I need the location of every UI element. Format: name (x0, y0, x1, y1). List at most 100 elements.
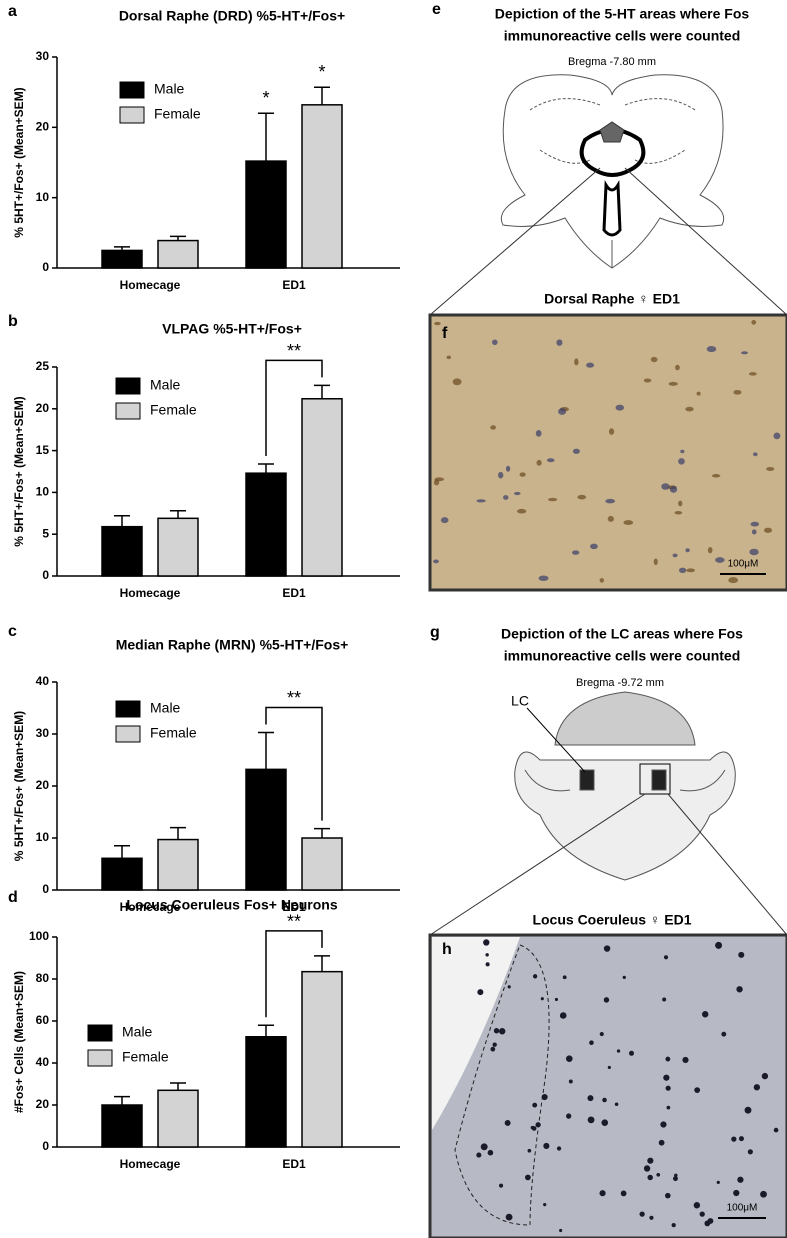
panel-label: c (8, 623, 17, 640)
cells (476, 939, 779, 1233)
cell (536, 459, 542, 466)
cell (761, 1072, 769, 1080)
significance: ** (287, 341, 301, 361)
cell (678, 500, 683, 507)
y-tick-label: 0 (42, 260, 49, 274)
lc-outline (454, 944, 550, 1226)
y-tick-label: 30 (36, 49, 50, 63)
legend-label: Female (150, 402, 197, 418)
cell (628, 1050, 634, 1056)
cell (490, 1046, 496, 1052)
cell (711, 474, 721, 478)
cell (673, 1176, 678, 1182)
cell (446, 355, 452, 360)
error-bar (314, 86, 330, 105)
significance-bracket (265, 359, 323, 456)
bar (101, 249, 143, 269)
chart-title: Dorsal Raphe (DRD) %5-HT+/Fos+ (119, 8, 345, 24)
cell (607, 515, 614, 522)
cell (686, 568, 695, 573)
cell (693, 1202, 701, 1209)
cell (620, 1190, 627, 1197)
cell (738, 951, 745, 958)
error-bar (314, 955, 330, 972)
error-bar (114, 1095, 130, 1105)
cell (738, 1136, 744, 1142)
cell (678, 458, 685, 465)
cell (643, 1165, 651, 1172)
cell (674, 1173, 678, 1178)
cell (736, 986, 743, 993)
cells (433, 320, 781, 584)
cell (731, 1136, 737, 1142)
cell (599, 1031, 604, 1037)
cell (639, 1211, 645, 1217)
significance-bracket (265, 706, 323, 821)
cell (558, 408, 567, 415)
cell (514, 491, 521, 496)
cell (747, 1149, 753, 1155)
cell (483, 939, 490, 946)
cell (532, 1102, 538, 1108)
cell (615, 404, 625, 411)
panel-label: g (430, 624, 440, 641)
bar (101, 525, 143, 577)
zoom-line (429, 793, 646, 936)
bar (157, 838, 199, 891)
scale-label: 100μM (728, 559, 759, 570)
scale-label: 100μM (727, 1203, 758, 1214)
y-tick-label: 10 (36, 190, 50, 204)
error-bar (170, 1082, 186, 1091)
bar (301, 104, 343, 269)
cell (623, 520, 634, 526)
cell (656, 1172, 661, 1177)
error-bar (114, 246, 130, 251)
cell (572, 550, 580, 555)
cell (562, 975, 567, 980)
cell (531, 1126, 537, 1131)
x-tick-label: ED1 (282, 278, 306, 292)
cell (666, 1105, 671, 1110)
error-bar (170, 510, 186, 519)
cell (680, 449, 685, 454)
cell (572, 448, 580, 454)
cell (699, 1211, 705, 1217)
cell (480, 1143, 488, 1151)
cell (556, 1146, 562, 1151)
legend-label: Male (122, 1024, 153, 1040)
cell (741, 351, 748, 355)
legend-label: Male (150, 377, 181, 393)
bar (301, 837, 343, 891)
panel-title: Depiction of the 5-HT areas where Fos (495, 6, 750, 22)
legend-swatch (119, 106, 145, 124)
cell (599, 1190, 606, 1197)
legend-swatch (115, 725, 141, 743)
zoom-line (429, 167, 601, 316)
cell (707, 547, 713, 554)
panel-label: a (8, 3, 17, 20)
error-bar (258, 112, 274, 162)
panel-caption: Locus Coeruleus ♀ ED1 (532, 912, 691, 928)
cell (668, 381, 678, 386)
cell (748, 372, 757, 376)
cell (492, 1042, 497, 1047)
error-bar (170, 826, 186, 840)
cell (487, 1149, 494, 1156)
cell (706, 345, 717, 353)
bar-charts: a Dorsal Raphe (DRD) %5-HT+/Fos+ % 5HT+/Fo… (8, 3, 400, 1171)
panel-label: h (442, 941, 452, 958)
bar (101, 857, 143, 891)
cell (650, 356, 658, 363)
cell (498, 1028, 506, 1035)
error-bar (258, 1024, 274, 1037)
legend-label: Male (154, 81, 185, 97)
cell (497, 471, 504, 479)
cell (733, 1189, 740, 1197)
cell (525, 1174, 531, 1181)
y-tick-label: 20 (36, 120, 50, 134)
cell (556, 339, 563, 346)
panel-label: d (8, 889, 18, 906)
x-tick-label: Homecage (120, 900, 181, 914)
significance: ** (287, 912, 301, 932)
cell (577, 494, 587, 500)
